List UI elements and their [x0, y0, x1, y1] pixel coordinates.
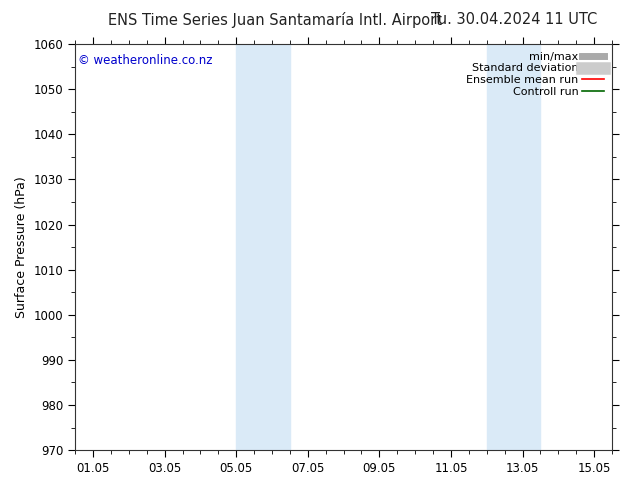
Text: ENS Time Series Juan Santamaría Intl. Airport: ENS Time Series Juan Santamaría Intl. Ai…	[108, 12, 442, 28]
Bar	[236, 44, 290, 450]
Text: Tu. 30.04.2024 11 UTC: Tu. 30.04.2024 11 UTC	[431, 12, 597, 27]
Bar	[487, 44, 540, 450]
Legend: min/max, Standard deviation, Ensemble mean run, Controll run: min/max, Standard deviation, Ensemble me…	[464, 49, 607, 99]
Text: © weatheronline.co.nz: © weatheronline.co.nz	[78, 54, 212, 67]
Y-axis label: Surface Pressure (hPa): Surface Pressure (hPa)	[15, 176, 28, 318]
